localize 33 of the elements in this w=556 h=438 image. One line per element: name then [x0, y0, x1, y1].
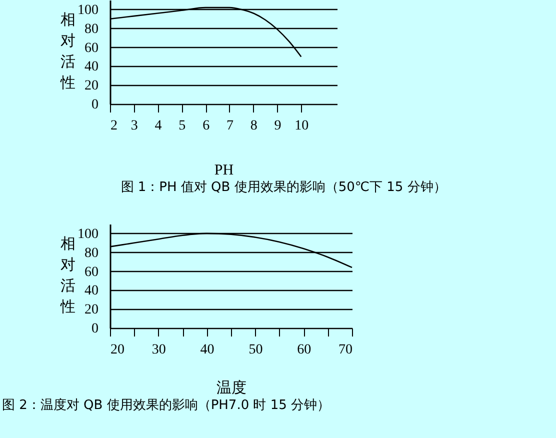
x-tick-label: 10	[294, 118, 309, 134]
x-tick-label: 40	[200, 342, 214, 358]
x-tick-label: 50	[248, 342, 263, 358]
y-tick-label: 80	[84, 22, 98, 37]
y-tick-label: 0	[92, 98, 98, 112]
x-tick-label: 9	[274, 118, 282, 134]
y-tick-label: 20	[84, 78, 98, 94]
x-tick-label: 3	[130, 118, 138, 134]
x-tick-label: 4	[154, 118, 162, 134]
x-axis-title: 温度	[216, 380, 246, 396]
x-tick-label: 8	[250, 118, 258, 134]
y-tick-label: 0	[92, 322, 98, 336]
y-tick-label: 100	[78, 2, 98, 18]
y-tick-label: 20	[84, 302, 98, 318]
x-tick-label: 60	[297, 342, 312, 358]
x-tick-label: 7	[226, 118, 234, 134]
y-tick-label: 80	[84, 246, 98, 261]
y-tick-label: 100	[78, 226, 98, 242]
x-tick-label: 30	[152, 342, 166, 358]
x-tick-label: 20	[110, 342, 124, 358]
y-axis-title: 相对活性	[60, 234, 76, 316]
y-tick-label: 40	[84, 60, 98, 75]
text: 图 2：温度对 QB 使用效果的影响（PH7.0 时 15 分钟）	[2, 397, 330, 413]
x-tick-label: 70	[338, 342, 352, 358]
x-tick-label: 5	[178, 118, 186, 134]
x-tick-label: 6	[202, 118, 210, 134]
y-tick-label: 40	[84, 284, 98, 299]
y-tick-label: 60	[84, 264, 98, 280]
y-axis-title: 相对活性	[60, 10, 76, 92]
x-tick-label: 2	[110, 118, 118, 134]
text: 图 1：PH 值对 QB 使用效果的影响（50℃下 15 分钟）	[120, 180, 446, 195]
x-axis-title: PH	[214, 162, 234, 178]
y-tick-label: 60	[84, 40, 98, 56]
